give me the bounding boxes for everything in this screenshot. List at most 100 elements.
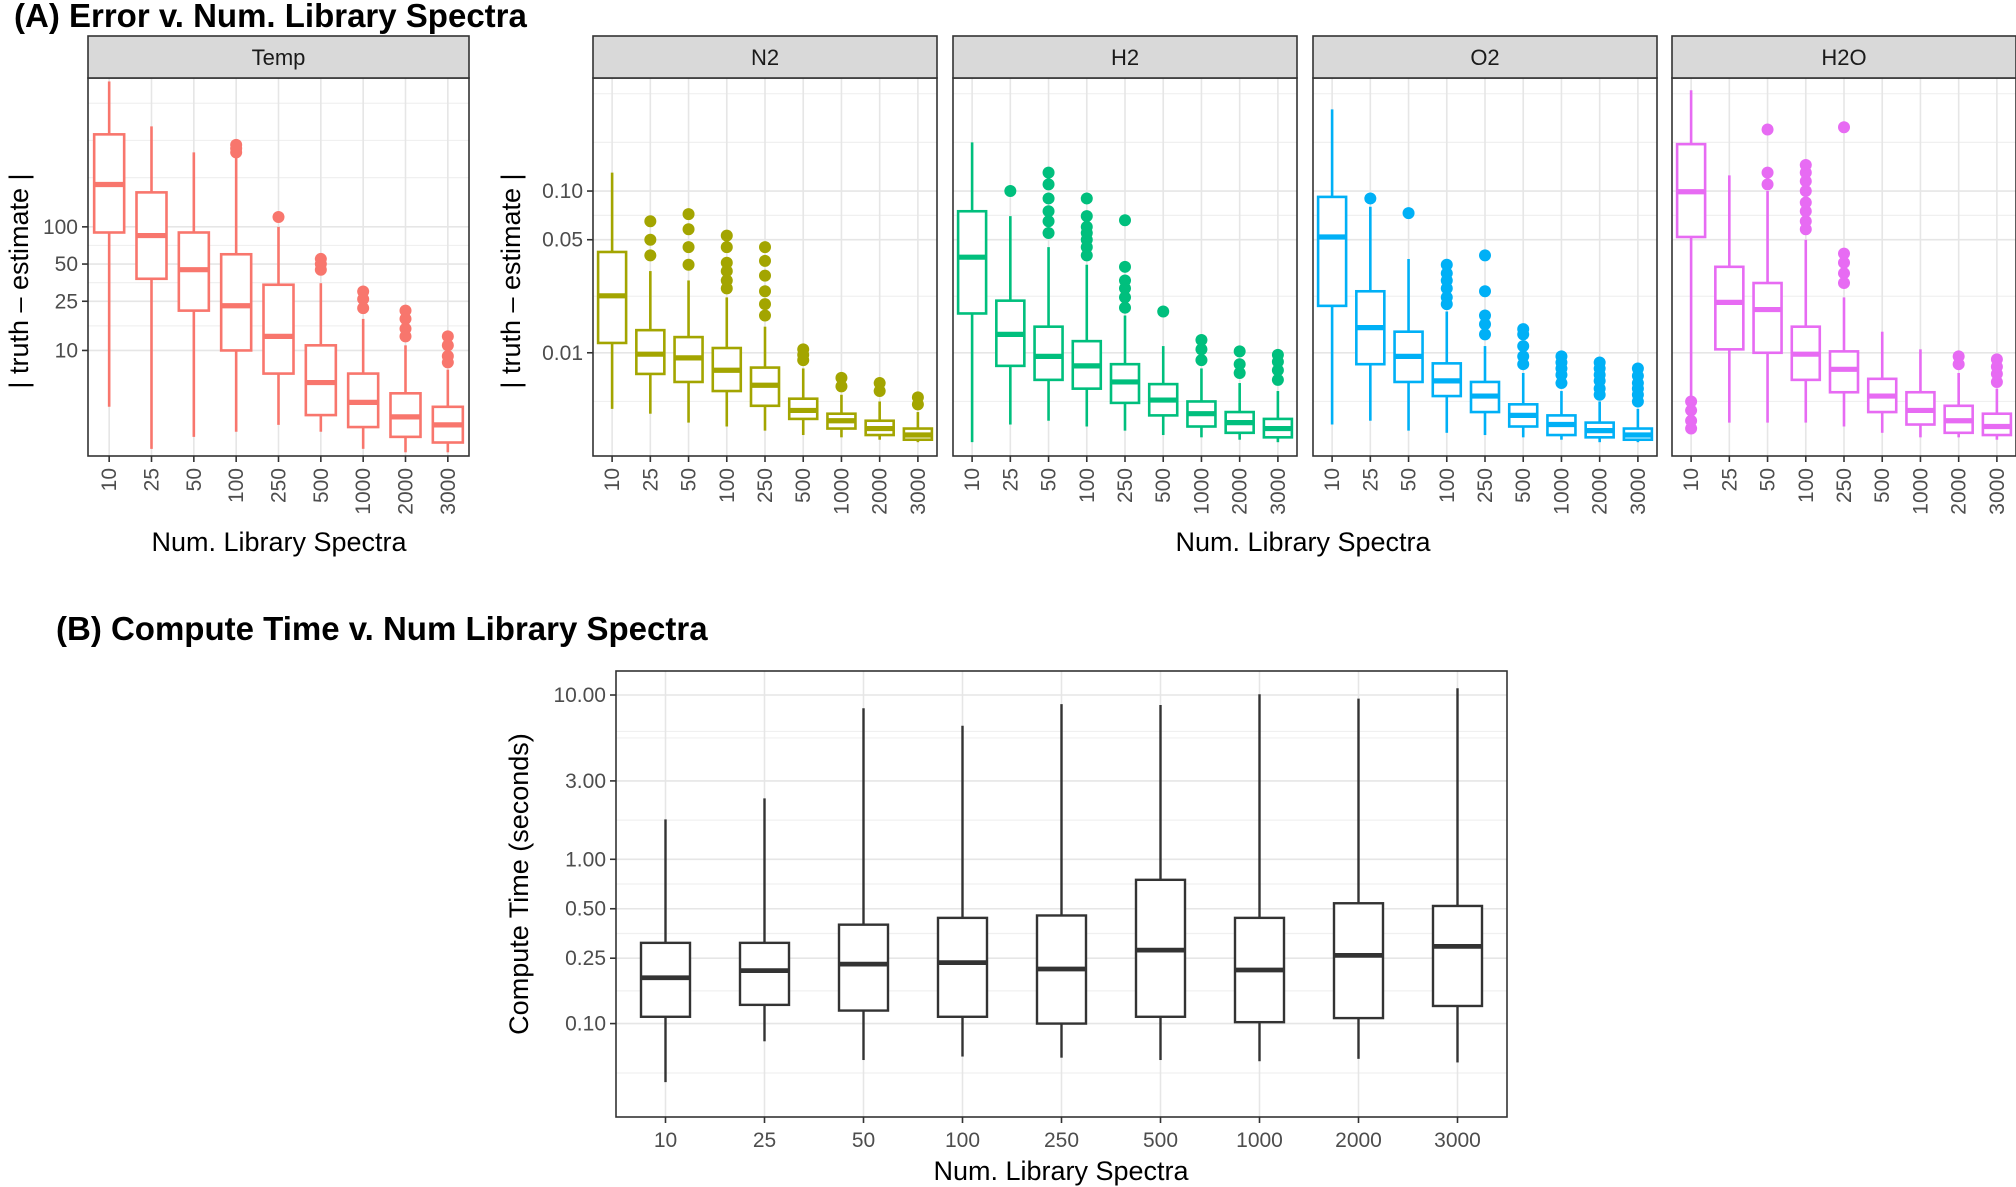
temp-box-250	[262, 211, 295, 425]
time-x-tick-label: 100	[945, 1129, 980, 1152]
temp-box-10	[92, 81, 126, 407]
n2-x-tick-label: 1000	[830, 468, 853, 515]
n2-box-100	[711, 229, 743, 427]
outlier-point	[1799, 215, 1812, 228]
n2-box-1000	[826, 371, 857, 438]
outlier-point	[441, 350, 454, 363]
outlier-point	[1233, 345, 1246, 358]
h2o-x-tick-label: 50	[1757, 468, 1780, 491]
time-box-50	[837, 708, 890, 1061]
outlier-point	[1838, 277, 1850, 290]
outlier-point	[1119, 291, 1131, 304]
temp-x-tick-label: 3000	[437, 468, 460, 515]
outlier-point	[682, 258, 695, 271]
outlier-point	[1799, 185, 1812, 198]
o2-x-tick-label: 1000	[1550, 468, 1573, 515]
outlier-point	[1555, 350, 1568, 363]
n2-box-50	[673, 208, 704, 423]
outlier-point	[441, 330, 454, 343]
o2-box-3000	[1622, 362, 1654, 443]
outlier-point	[1042, 166, 1055, 179]
outlier-point	[1440, 291, 1453, 304]
outlier-point	[1233, 358, 1246, 371]
outlier-point	[357, 302, 370, 315]
h2-x-tick-label: 250	[1114, 468, 1137, 503]
o2-box-10	[1316, 109, 1348, 425]
outlier-point	[759, 241, 771, 254]
h2-box-250	[1109, 214, 1141, 431]
box	[956, 209, 988, 315]
n2-x-tick-label: 500	[792, 468, 815, 503]
box	[1033, 325, 1064, 382]
h2-x-tick-label: 500	[1152, 468, 1175, 503]
n2-x-tick-label: 25	[639, 468, 662, 491]
o2-box-1000	[1546, 350, 1577, 440]
outlier-point	[399, 304, 412, 317]
outlier-point	[1042, 205, 1055, 218]
o2-x-tick-label: 250	[1474, 468, 1497, 503]
temp-strip-label: Temp	[252, 45, 306, 70]
temp-y-tick-label: 50	[55, 253, 78, 276]
h2o-box-50	[1752, 123, 1783, 423]
temp-y-tick-label: 10	[55, 339, 78, 362]
outlier-point	[1004, 185, 1017, 198]
outlier-point	[759, 298, 771, 311]
h2-box-500	[1147, 305, 1179, 436]
h2-x-tick-label: 3000	[1267, 468, 1290, 515]
time-box-100	[936, 725, 989, 1057]
outlier-point	[759, 254, 771, 267]
temp-box-2000	[389, 304, 422, 453]
box	[1752, 281, 1783, 355]
outlier-point	[1761, 166, 1774, 179]
o2-box-100	[1431, 258, 1463, 433]
time-x-tick-label: 1000	[1236, 1129, 1283, 1152]
outlier-point	[682, 241, 695, 254]
outlier-point	[1838, 247, 1850, 260]
n2-y-tick-label: 0.01	[542, 342, 583, 365]
h2o-box-250	[1828, 121, 1860, 427]
h2-box-3000	[1262, 348, 1294, 443]
n2-strip-label: N2	[751, 45, 779, 70]
outlier-point	[1517, 350, 1530, 363]
h2o-strip-label: H2O	[1821, 45, 1866, 70]
h2o-strip	[1671, 35, 2016, 79]
o2-strip	[1312, 35, 1658, 79]
outlier-point	[720, 229, 733, 242]
box	[262, 283, 295, 375]
outlier-point	[1479, 309, 1491, 322]
n2-x-tick-label: 100	[716, 468, 739, 503]
temp-x-tick-label: 1000	[352, 468, 375, 515]
n2-x-tick-label: 250	[754, 468, 777, 503]
outlier-point	[759, 309, 771, 322]
temp-x-tick-label: 25	[141, 468, 164, 491]
h2-box-10	[956, 142, 988, 443]
outlier-point	[1990, 353, 2003, 366]
h2o-x-tick-label: 2000	[1948, 468, 1971, 515]
h2o-x-tick-label: 3000	[1986, 468, 2009, 515]
box	[219, 252, 253, 352]
panel-a-gas-y-axis-title: | truth – estimate |	[496, 173, 526, 388]
temp-box-1000	[346, 285, 380, 449]
n2-box-25	[635, 215, 666, 414]
box	[837, 923, 890, 1012]
outlier-point	[1838, 121, 1850, 134]
temp-box-3000	[431, 330, 465, 453]
n2-box-500	[787, 343, 819, 436]
outlier-point	[1799, 158, 1812, 171]
outlier-point	[720, 256, 733, 269]
outlier-point	[682, 223, 695, 236]
outlier-point	[1838, 267, 1850, 280]
box	[936, 916, 989, 1018]
outlier-point	[1440, 267, 1453, 280]
time-x-tick-label: 10	[654, 1129, 677, 1152]
o2-box-250	[1469, 249, 1501, 436]
outlier-point	[1479, 318, 1491, 331]
panel-b-plot: 0.10 0.25 0.50 1.00 3.00 10.00 10 25 50 100 250 500…	[553, 670, 1508, 1152]
time-x-tick-label: 50	[852, 1129, 875, 1152]
outlier-point	[1479, 249, 1491, 262]
time-y-tick-label: 10.00	[553, 684, 606, 707]
temp-y-tick-label: 25	[55, 290, 78, 313]
o2-box-50	[1393, 207, 1424, 431]
time-box-1000	[1233, 694, 1286, 1062]
outlier-point	[759, 285, 771, 298]
